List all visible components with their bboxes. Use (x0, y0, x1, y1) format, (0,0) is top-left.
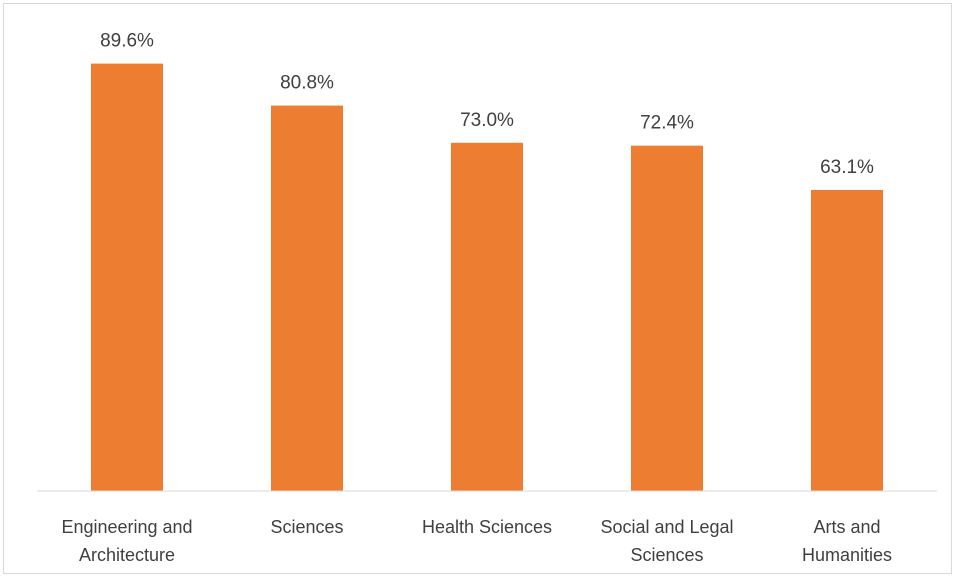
category-label-line: Social and Legal (600, 517, 733, 537)
category-label-line: Architecture (79, 545, 175, 565)
category-label-0: Engineering and Architecture (61, 517, 192, 565)
category-label-1: Sciences (270, 517, 343, 537)
data-labels: 89.6% 80.8% 73.0% 72.4% 63.1% (100, 31, 874, 178)
category-label-line: Humanities (802, 545, 892, 565)
category-label-4: Arts and Humanities (802, 517, 892, 565)
category-label-3: Social and Legal Sciences (600, 517, 733, 565)
bar-0 (91, 63, 163, 491)
category-label-2: Health Sciences (422, 517, 552, 537)
bar-1 (271, 105, 343, 492)
category-label-line: Sciences (270, 517, 343, 537)
data-label-4: 63.1% (820, 157, 874, 178)
category-labels: Engineering and Architecture Sciences Healt… (61, 517, 892, 565)
bars (91, 63, 883, 492)
category-label-line: Arts and (813, 517, 880, 537)
chart-area: 89.6% 80.8% 73.0% 72.4% 63.1% Engineering an… (3, 3, 952, 574)
data-label-3: 72.4% (640, 113, 694, 134)
bar-chart: 89.6% 80.8% 73.0% 72.4% 63.1% Engineering an… (37, 31, 937, 565)
bar-2 (451, 142, 523, 492)
data-label-1: 80.8% (280, 73, 334, 94)
data-label-2: 73.0% (460, 110, 514, 131)
category-label-line: Sciences (630, 545, 703, 565)
category-label-line: Engineering and (61, 517, 192, 537)
bar-4 (811, 190, 883, 491)
data-label-0: 89.6% (100, 31, 154, 52)
category-label-line: Health Sciences (422, 517, 552, 537)
bar-3 (631, 145, 703, 492)
